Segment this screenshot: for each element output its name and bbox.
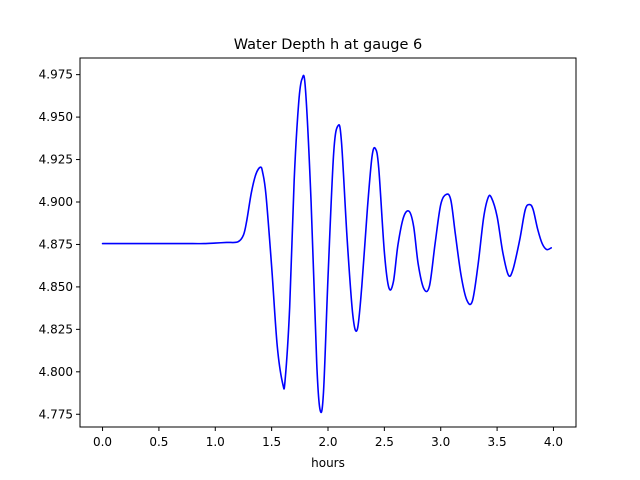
y-tick-label: 4.800 xyxy=(39,365,73,379)
x-tick-label: 0.5 xyxy=(149,435,168,449)
x-axis: 0.0 0.5 1.0 1.5 2.0 2.5 3.0 3.5 4.0 xyxy=(93,427,563,449)
series-line xyxy=(101,74,552,414)
plot-area xyxy=(101,74,552,414)
y-tick-label: 4.900 xyxy=(39,195,73,209)
y-tick-label: 4.775 xyxy=(39,407,73,421)
x-tick-label: 3.5 xyxy=(488,435,507,449)
x-tick-label: 2.5 xyxy=(375,435,394,449)
chart-title: Water Depth h at gauge 6 xyxy=(234,37,422,53)
y-tick-label: 4.825 xyxy=(39,322,73,336)
y-tick-label: 4.850 xyxy=(39,280,73,294)
x-tick-label: 4.0 xyxy=(544,435,563,449)
y-tick-label: 4.950 xyxy=(39,110,73,124)
y-tick-label: 4.975 xyxy=(39,68,73,82)
x-tick-label: 3.0 xyxy=(431,435,450,449)
x-tick-label: 2.0 xyxy=(318,435,337,449)
y-tick-label: 4.925 xyxy=(39,153,73,167)
x-tick-label: 1.0 xyxy=(206,435,225,449)
y-tick-label: 4.875 xyxy=(39,237,73,251)
x-axis-label: hours xyxy=(311,456,345,470)
x-tick-label: 1.5 xyxy=(262,435,281,449)
y-axis: 4.775 4.800 4.825 4.850 4.875 4.900 4.925 4.950… xyxy=(39,68,80,421)
x-tick-label: 0.0 xyxy=(93,435,112,449)
axes-frame xyxy=(79,57,577,428)
